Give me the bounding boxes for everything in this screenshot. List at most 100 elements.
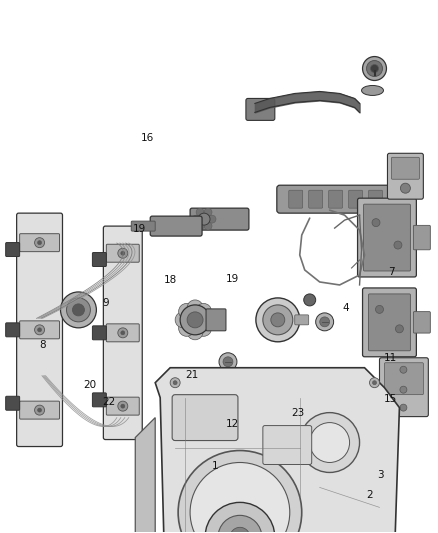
Text: 15: 15 (384, 394, 397, 405)
Circle shape (173, 381, 177, 385)
Circle shape (400, 183, 410, 193)
Circle shape (60, 292, 96, 328)
Text: 1: 1 (211, 461, 218, 471)
Text: 19: 19 (226, 274, 239, 284)
Circle shape (121, 251, 125, 255)
Circle shape (38, 328, 42, 332)
Text: 19: 19 (133, 224, 146, 235)
FancyBboxPatch shape (92, 253, 106, 266)
FancyBboxPatch shape (328, 190, 343, 208)
Circle shape (170, 378, 180, 387)
Circle shape (271, 313, 285, 327)
Text: 16: 16 (140, 133, 154, 143)
FancyBboxPatch shape (389, 190, 403, 208)
Circle shape (400, 366, 407, 373)
Circle shape (316, 313, 334, 331)
Circle shape (196, 208, 204, 216)
Circle shape (118, 401, 128, 411)
Circle shape (178, 450, 302, 533)
FancyBboxPatch shape (6, 243, 20, 256)
Circle shape (208, 215, 216, 223)
Circle shape (187, 324, 203, 340)
Circle shape (195, 303, 212, 319)
FancyBboxPatch shape (92, 393, 106, 407)
FancyBboxPatch shape (92, 326, 106, 340)
FancyBboxPatch shape (172, 394, 238, 441)
Ellipse shape (361, 85, 384, 95)
Text: 4: 4 (343, 303, 349, 313)
Circle shape (367, 61, 382, 77)
FancyBboxPatch shape (131, 221, 155, 231)
Circle shape (370, 378, 379, 387)
Circle shape (179, 320, 194, 336)
Text: 20: 20 (84, 380, 97, 390)
Circle shape (394, 241, 402, 249)
Text: 7: 7 (388, 267, 395, 277)
FancyBboxPatch shape (392, 157, 419, 179)
Circle shape (310, 423, 350, 463)
FancyBboxPatch shape (295, 315, 309, 325)
Text: 21: 21 (185, 370, 198, 381)
Circle shape (192, 215, 200, 223)
Circle shape (223, 357, 233, 367)
FancyBboxPatch shape (309, 190, 323, 208)
FancyBboxPatch shape (6, 396, 20, 410)
Circle shape (179, 303, 194, 319)
FancyBboxPatch shape (103, 226, 142, 440)
FancyBboxPatch shape (20, 233, 60, 252)
Circle shape (300, 413, 360, 472)
Circle shape (199, 312, 215, 328)
FancyBboxPatch shape (363, 288, 417, 357)
FancyBboxPatch shape (206, 309, 226, 331)
Circle shape (218, 515, 262, 533)
Circle shape (400, 386, 407, 393)
Circle shape (121, 331, 125, 335)
FancyBboxPatch shape (263, 425, 312, 464)
FancyBboxPatch shape (106, 244, 139, 262)
FancyBboxPatch shape (368, 294, 410, 351)
Circle shape (256, 298, 300, 342)
Circle shape (363, 56, 386, 80)
FancyBboxPatch shape (385, 363, 424, 394)
Circle shape (180, 305, 210, 335)
Circle shape (118, 328, 128, 338)
Circle shape (187, 300, 203, 316)
Circle shape (121, 404, 125, 408)
FancyBboxPatch shape (379, 358, 428, 417)
Circle shape (35, 325, 45, 335)
FancyBboxPatch shape (6, 323, 20, 337)
Circle shape (372, 381, 377, 385)
Text: 11: 11 (384, 353, 397, 363)
FancyBboxPatch shape (17, 213, 63, 447)
FancyBboxPatch shape (413, 225, 430, 250)
Text: 9: 9 (102, 297, 109, 308)
FancyBboxPatch shape (20, 401, 60, 419)
Circle shape (38, 241, 42, 245)
Polygon shape (135, 417, 155, 533)
Circle shape (38, 408, 42, 412)
FancyBboxPatch shape (349, 190, 363, 208)
Text: 22: 22 (102, 397, 116, 407)
FancyBboxPatch shape (368, 190, 382, 208)
Circle shape (118, 248, 128, 258)
Circle shape (195, 320, 212, 336)
Circle shape (230, 527, 250, 533)
FancyBboxPatch shape (246, 99, 275, 120)
Circle shape (320, 317, 330, 327)
Circle shape (205, 503, 275, 533)
FancyBboxPatch shape (20, 321, 60, 339)
Circle shape (196, 222, 204, 230)
FancyBboxPatch shape (289, 190, 303, 208)
Text: 12: 12 (226, 419, 239, 430)
Text: 2: 2 (366, 490, 373, 500)
Circle shape (375, 305, 384, 313)
Text: 8: 8 (39, 340, 46, 350)
Text: 23: 23 (291, 408, 304, 418)
FancyBboxPatch shape (277, 185, 413, 213)
Circle shape (35, 238, 45, 248)
FancyBboxPatch shape (106, 397, 139, 415)
Circle shape (304, 294, 316, 306)
FancyBboxPatch shape (413, 312, 430, 333)
Circle shape (219, 353, 237, 371)
Circle shape (35, 405, 45, 415)
